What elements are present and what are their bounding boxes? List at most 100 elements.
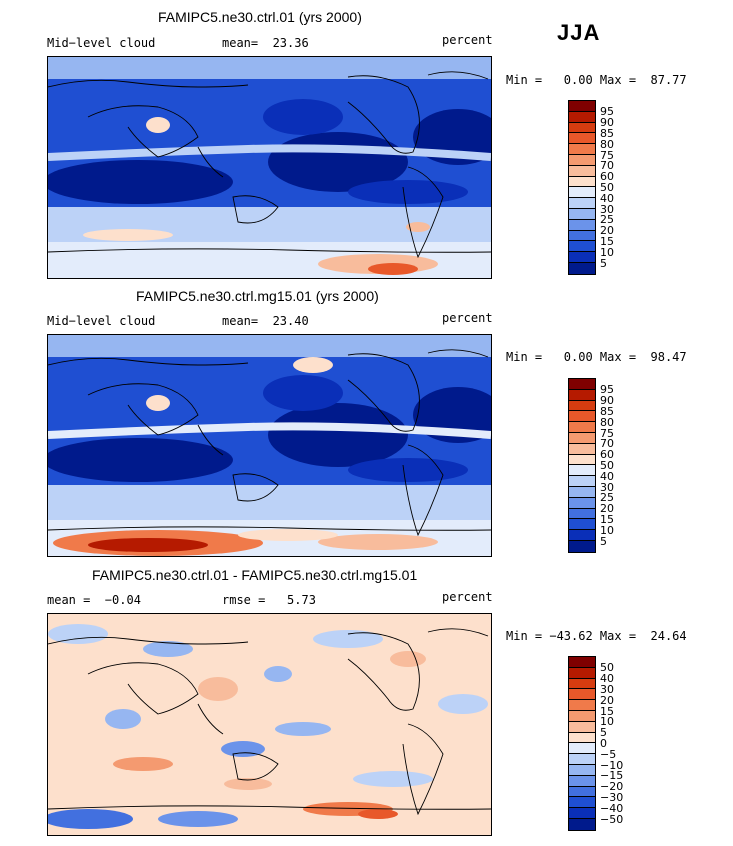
colorbar-tick-label: 25 bbox=[600, 213, 614, 227]
colorbar-segment bbox=[569, 165, 595, 177]
colorbar-segment bbox=[569, 187, 595, 199]
colorbar-segment bbox=[569, 678, 595, 690]
colorbar-tick-label: 15 bbox=[600, 704, 614, 718]
colorbar-tick-label: 5 bbox=[600, 534, 607, 548]
panel-2-colorbar bbox=[568, 378, 596, 553]
colorbar-segment bbox=[569, 486, 595, 498]
colorbar-tick-label: 25 bbox=[600, 491, 614, 505]
panel-3-rmse: rmse = 5.73 bbox=[222, 593, 316, 607]
colorbar-tick-label: 80 bbox=[600, 415, 614, 429]
panel-1-title: FAMIPC5.ne30.ctrl.01 (yrs 2000) bbox=[158, 9, 362, 25]
colorbar-tick-label: 30 bbox=[600, 202, 614, 216]
colorbar-tick-label: 75 bbox=[600, 426, 614, 440]
panel-2-mean: mean= 23.40 bbox=[222, 314, 309, 328]
colorbar-segment bbox=[569, 198, 595, 209]
colorbar-segment bbox=[569, 743, 595, 755]
panel-2-field-label: Mid−level cloud bbox=[47, 314, 156, 328]
panel-1-map bbox=[47, 56, 492, 279]
panel-1-mean: mean= 23.36 bbox=[222, 36, 309, 50]
colorbar-tick-label: 50 bbox=[600, 661, 614, 675]
colorbar-segment bbox=[569, 111, 595, 123]
colorbar-segment bbox=[569, 775, 595, 787]
panel-1-minmax: Min = 0.00 Max = 87.77 bbox=[506, 73, 687, 87]
colorbar-segment bbox=[569, 219, 595, 231]
panel-1-field-label: Mid−level cloud bbox=[47, 36, 156, 50]
colorbar-segment bbox=[569, 400, 595, 412]
colorbar-segment bbox=[569, 818, 595, 830]
colorbar-segment bbox=[569, 411, 595, 423]
panel-1-map-field bbox=[48, 57, 491, 278]
panel-3-mean: mean = −0.04 bbox=[47, 593, 141, 607]
colorbar-segment bbox=[569, 454, 595, 466]
colorbar-segment bbox=[569, 808, 595, 819]
colorbar-tick-label: 15 bbox=[600, 512, 614, 526]
panel-3-title: FAMIPC5.ne30.ctrl.01 - FAMIPC5.ne30.ctrl… bbox=[92, 567, 418, 583]
colorbar-tick-label: 75 bbox=[600, 148, 614, 162]
colorbar-segment bbox=[569, 754, 595, 765]
colorbar-tick-label: 50 bbox=[600, 180, 614, 194]
colorbar-segment bbox=[569, 700, 595, 711]
colorbar-tick-label: 30 bbox=[600, 480, 614, 494]
colorbar-segment bbox=[569, 540, 595, 552]
panel-3-map bbox=[47, 613, 492, 836]
colorbar-segment bbox=[569, 443, 595, 455]
colorbar-tick-label: 85 bbox=[600, 126, 614, 140]
panel-2-minmax: Min = 0.00 Max = 98.47 bbox=[506, 350, 687, 364]
colorbar-tick-label: −5 bbox=[600, 747, 617, 761]
colorbar-tick-label: −20 bbox=[600, 780, 624, 794]
colorbar-tick-label: −50 bbox=[600, 812, 624, 826]
colorbar-tick-label: 40 bbox=[600, 469, 614, 483]
colorbar-tick-label: 15 bbox=[600, 234, 614, 248]
colorbar-segment bbox=[569, 657, 595, 668]
colorbar-segment bbox=[569, 732, 595, 744]
colorbar-segment bbox=[569, 519, 595, 531]
colorbar-tick-label: −30 bbox=[600, 790, 624, 804]
colorbar-segment bbox=[569, 530, 595, 541]
panel-1-units: percent bbox=[442, 33, 493, 47]
colorbar-tick-label: 40 bbox=[600, 672, 614, 686]
colorbar-tick-label: −10 bbox=[600, 758, 624, 772]
colorbar-segment bbox=[569, 465, 595, 477]
colorbar-segment bbox=[569, 262, 595, 274]
colorbar-tick-label: 0 bbox=[600, 736, 607, 750]
panel-2-units: percent bbox=[442, 311, 493, 325]
colorbar-tick-label: 70 bbox=[600, 159, 614, 173]
colorbar-segment bbox=[569, 230, 595, 242]
colorbar-segment bbox=[569, 252, 595, 263]
colorbar-tick-label: 60 bbox=[600, 170, 614, 184]
colorbar-segment bbox=[569, 786, 595, 798]
colorbar-segment bbox=[569, 710, 595, 722]
colorbar-segment bbox=[569, 389, 595, 401]
colorbar-segment bbox=[569, 144, 595, 155]
colorbar-tick-label: −15 bbox=[600, 769, 624, 783]
colorbar-tick-label: 50 bbox=[600, 458, 614, 472]
colorbar-segment bbox=[569, 721, 595, 733]
panel-2-map bbox=[47, 334, 492, 557]
colorbar-segment bbox=[569, 241, 595, 253]
colorbar-tick-label: 20 bbox=[600, 502, 614, 516]
colorbar-segment bbox=[569, 154, 595, 166]
panel-2-map-field bbox=[48, 335, 491, 556]
colorbar-segment bbox=[569, 208, 595, 220]
colorbar-segment bbox=[569, 379, 595, 390]
colorbar-segment bbox=[569, 689, 595, 701]
colorbar-tick-label: 10 bbox=[600, 715, 614, 729]
colorbar-segment bbox=[569, 476, 595, 487]
colorbar-segment bbox=[569, 497, 595, 509]
colorbar-segment bbox=[569, 176, 595, 188]
panel-3-map-field bbox=[48, 614, 491, 835]
colorbar-tick-label: 5 bbox=[600, 726, 607, 740]
colorbar-segment bbox=[569, 667, 595, 679]
colorbar-tick-label: 10 bbox=[600, 523, 614, 537]
panel-1-colorbar bbox=[568, 100, 596, 275]
colorbar-tick-label: 70 bbox=[600, 437, 614, 451]
colorbar-tick-label: 90 bbox=[600, 116, 614, 130]
colorbar-segment bbox=[569, 797, 595, 809]
colorbar-tick-label: 20 bbox=[600, 693, 614, 707]
colorbar-segment bbox=[569, 764, 595, 776]
colorbar-tick-label: 20 bbox=[600, 224, 614, 238]
panel-2-title: FAMIPC5.ne30.ctrl.mg15.01 (yrs 2000) bbox=[136, 288, 379, 304]
colorbar-tick-label: 95 bbox=[600, 383, 614, 397]
panel-3-colorbar bbox=[568, 656, 596, 831]
panel-3-minmax: Min = −43.62 Max = 24.64 bbox=[506, 629, 687, 643]
